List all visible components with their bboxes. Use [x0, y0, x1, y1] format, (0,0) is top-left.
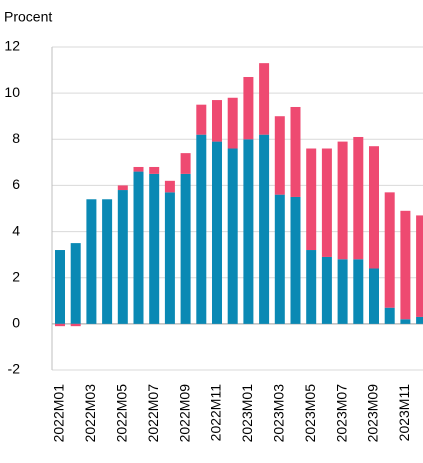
x-tick-label: 2023M07 [333, 384, 349, 443]
x-tick-label: 2022M07 [145, 384, 161, 443]
bar-segment [212, 141, 222, 324]
bar-segment [55, 323, 65, 327]
y-tick-label: 8 [12, 130, 20, 146]
bar-segment [416, 316, 423, 324]
bar-segment [321, 256, 332, 324]
bar-segment [55, 250, 65, 324]
bar-segment [86, 199, 97, 324]
bar-segment [400, 210, 411, 320]
bar-segment [133, 171, 144, 324]
bar-segment [290, 196, 301, 324]
bar-segment [384, 192, 395, 308]
bar-segment [259, 134, 270, 324]
bar-segment [227, 97, 238, 149]
y-axis-label: Procent [4, 9, 52, 25]
bar-segment [337, 141, 348, 260]
bar-segment [117, 190, 128, 324]
bar-segment [149, 173, 160, 324]
bar-segment [180, 173, 191, 324]
bar-segment [70, 243, 81, 324]
x-tick-label: 2022M05 [114, 384, 130, 443]
bar-segment [117, 185, 128, 191]
bar-segment [306, 250, 317, 324]
y-tick-label: 6 [12, 176, 20, 192]
y-tick-label: 4 [12, 222, 20, 238]
bar-segment [274, 116, 285, 195]
bar-segment [416, 215, 423, 317]
bar-segment [400, 319, 411, 324]
bar-segment [180, 153, 191, 174]
bar-segment [102, 199, 113, 324]
x-tick-label: 2022M09 [176, 384, 192, 443]
bar-segment [321, 148, 332, 257]
x-tick-label: 2022M01 [51, 384, 67, 443]
y-tick-label: 0 [12, 315, 20, 331]
x-tick-label: 2023M09 [365, 384, 381, 443]
bar-segment [259, 63, 270, 135]
x-tick-label: 2023M03 [271, 384, 287, 443]
bar-segment [337, 259, 348, 324]
x-tick-label: 2022M03 [82, 384, 98, 443]
bar-segment [227, 148, 238, 324]
bar-segment [290, 106, 301, 197]
bar-segment [306, 148, 317, 251]
bar-segment [369, 268, 379, 324]
bar-segment [353, 259, 364, 324]
bar-segment [274, 194, 285, 324]
x-tick-label: 2022M11 [208, 384, 224, 442]
bar-segment [196, 134, 207, 324]
y-tick-label: -2 [8, 361, 21, 377]
x-tick-label: 2023M11 [396, 384, 412, 442]
y-tick-label: 12 [4, 38, 20, 54]
bar-segment [384, 307, 395, 324]
y-tick-label: 10 [4, 84, 20, 100]
bar-segment [243, 76, 254, 140]
bar-segment [353, 136, 364, 260]
x-tick-label: 2023M01 [239, 384, 255, 443]
x-tick-label: 2023M05 [302, 384, 318, 443]
bar-segment [369, 146, 379, 269]
y-tick-label: 2 [12, 268, 20, 284]
bar-segment [243, 139, 254, 324]
bar-segment [133, 166, 144, 172]
bar-segment [70, 323, 81, 327]
bar-segment [164, 180, 175, 193]
bar-segment [149, 166, 160, 174]
bar-segment [164, 192, 175, 324]
bar-segment [196, 104, 207, 135]
bar-segment [212, 100, 222, 142]
